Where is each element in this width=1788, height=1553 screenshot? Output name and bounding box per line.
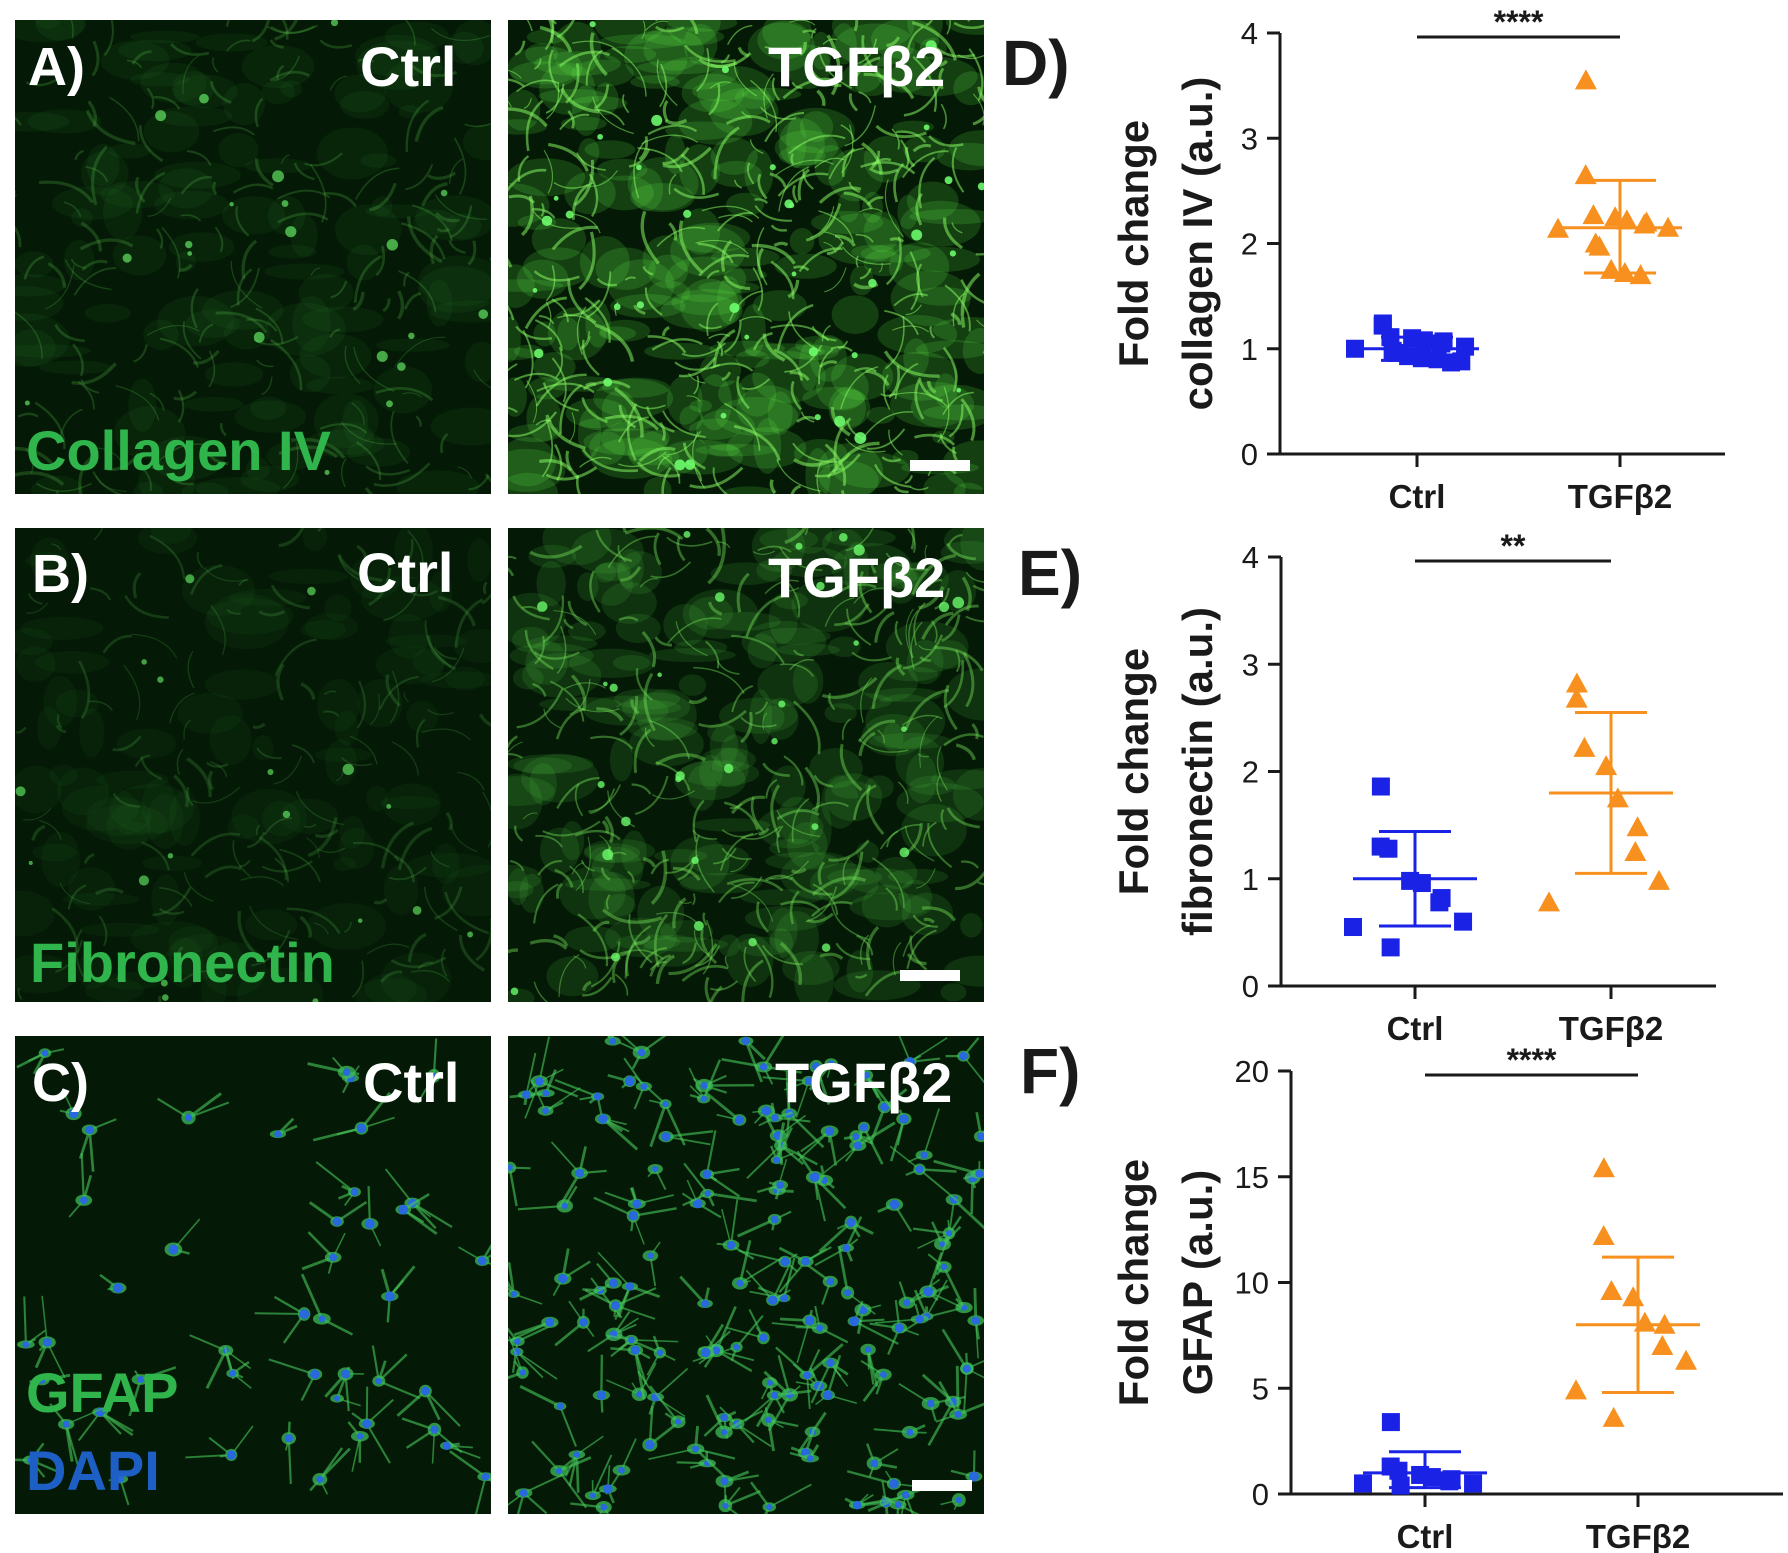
data-point	[1651, 1334, 1674, 1355]
data-point	[1381, 1413, 1400, 1432]
label-tgfb2-a: TGFβ2	[768, 35, 946, 98]
data-point	[1565, 672, 1588, 693]
panel-label-d: D)	[1002, 27, 1070, 99]
data-point	[1371, 777, 1390, 796]
data-point	[1582, 204, 1605, 225]
data-point	[1354, 1474, 1372, 1493]
data-point	[1602, 1406, 1625, 1427]
y-axis-label: collagen IV (a.u.)	[1174, 77, 1221, 411]
y-tick-label: 15	[1235, 1160, 1269, 1195]
y-tick-label: 2	[1241, 227, 1258, 262]
y-axis-label: Fold change	[1110, 648, 1157, 895]
y-tick-label: 4	[1241, 16, 1258, 51]
data-point	[1592, 1157, 1615, 1178]
x-tick-label: Ctrl	[1387, 1010, 1444, 1047]
y-tick-label: 4	[1242, 540, 1259, 575]
scale-bar-b	[900, 970, 960, 981]
scale-bar-c	[912, 1480, 972, 1491]
data-point	[1440, 1472, 1459, 1491]
data-point	[1565, 687, 1588, 708]
panel-label-b: B)	[32, 544, 89, 604]
data-point	[1538, 891, 1560, 912]
label-tgfb2-c: TGFβ2	[775, 1051, 953, 1114]
micrograph-c-tgfb2	[508, 1036, 984, 1514]
y-tick-label: 2	[1242, 755, 1259, 790]
data-point	[1430, 893, 1449, 912]
y-tick-label: 0	[1241, 437, 1258, 472]
data-point	[1622, 1286, 1645, 1307]
x-tick-label: TGFβ2	[1559, 1010, 1663, 1047]
y-tick-label: 3	[1242, 647, 1259, 682]
micrograph-b-tgfb2	[508, 528, 984, 1002]
data-point	[1600, 1279, 1623, 1300]
label-ctrl-c: Ctrl	[363, 1051, 460, 1114]
panel-label-f: F)	[1020, 1035, 1081, 1107]
significance-stars: **	[1501, 528, 1526, 564]
y-tick-label: 1	[1242, 862, 1259, 897]
data-point	[1381, 938, 1400, 957]
significance-stars: ****	[1507, 1042, 1557, 1078]
data-point	[1626, 816, 1649, 837]
y-axis-label: Fold change	[1110, 1159, 1157, 1406]
y-tick-label: 10	[1235, 1266, 1269, 1301]
y-axis-label: Fold change	[1110, 120, 1157, 367]
label-tgfb2-b: TGFβ2	[768, 546, 946, 609]
data-point	[1464, 1474, 1483, 1493]
micrograph-a-ctrl	[15, 20, 491, 494]
data-point	[1456, 337, 1475, 356]
scale-bar-a	[910, 460, 970, 471]
data-point	[1573, 736, 1596, 757]
x-tick-label: TGFβ2	[1568, 478, 1672, 515]
stain-label-fibronectin: Fibronectin	[30, 931, 335, 994]
x-tick-label: TGFβ2	[1586, 1518, 1690, 1553]
label-ctrl-b: Ctrl	[357, 541, 454, 604]
significance-stars: ****	[1494, 4, 1544, 40]
data-point	[1442, 353, 1461, 372]
panel-label-a: A)	[28, 37, 85, 97]
data-point	[1344, 918, 1362, 937]
panel-label-c: C)	[32, 1053, 89, 1113]
panel-label-e: E)	[1018, 537, 1082, 609]
stain-label-collagen: Collagen IV	[26, 419, 331, 482]
y-tick-label: 5	[1252, 1371, 1269, 1406]
y-tick-label: 0	[1252, 1477, 1269, 1512]
micrograph-a-tgfb2	[508, 20, 984, 494]
data-point	[1565, 1379, 1587, 1400]
y-axis-label: GFAP (a.u.)	[1174, 1170, 1221, 1396]
x-tick-label: Ctrl	[1389, 478, 1446, 515]
micrograph-b-ctrl	[15, 528, 491, 1002]
y-tick-label: 3	[1241, 121, 1258, 156]
data-point	[1624, 840, 1647, 861]
x-tick-label: Ctrl	[1397, 1518, 1454, 1553]
data-point	[1391, 1476, 1410, 1495]
data-point	[1648, 869, 1671, 890]
y-tick-label: 0	[1242, 969, 1259, 1004]
micrograph-c-ctrl	[15, 1036, 491, 1514]
data-point	[1675, 1349, 1698, 1370]
data-point	[1574, 69, 1597, 90]
y-tick-label: 20	[1235, 1054, 1269, 1089]
label-ctrl-a: Ctrl	[360, 35, 457, 98]
y-axis-label: fibronectin (a.u.)	[1174, 607, 1221, 936]
data-point	[1379, 839, 1398, 858]
y-tick-label: 1	[1241, 332, 1258, 367]
data-point	[1389, 1461, 1408, 1480]
data-point	[1592, 1224, 1615, 1245]
data-point	[1588, 235, 1611, 256]
stain-label-gfap: GFAP	[26, 1361, 179, 1424]
data-point	[1454, 912, 1473, 931]
stain-label-dapi: DAPI	[26, 1439, 160, 1502]
